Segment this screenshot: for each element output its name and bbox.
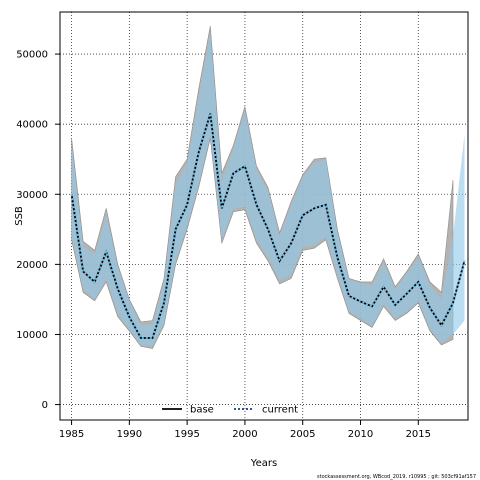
legend: base current: [162, 405, 298, 416]
plot-frame: [59, 11, 469, 421]
y-tick-label: 10000: [16, 330, 48, 341]
x-axis-title: Years: [250, 458, 277, 469]
line-current: [70, 113, 466, 339]
confidence-bands: [71, 25, 465, 349]
attribution-footnote: stockassessment.org, WBcod_2019, r10995 …: [317, 474, 476, 480]
x-axis-ticks: 1985 1990 1995 2000 2005 2010 2015: [59, 420, 431, 440]
x-tick-label: 2000: [232, 429, 257, 440]
grid-lines: [60, 12, 468, 420]
y-tick-label: 20000: [16, 260, 48, 271]
x-tick-label: 2005: [290, 429, 315, 440]
y-axis-title: SSB: [14, 206, 25, 226]
series-lines: [70, 113, 466, 339]
x-tick-label: 1985: [59, 429, 84, 440]
x-tick-label: 1990: [117, 429, 142, 440]
legend-label-current: current: [262, 405, 298, 416]
y-axis-ticks: 0 10000 20000 30000 40000 50000: [16, 50, 60, 411]
legend-label-base: base: [190, 405, 214, 416]
x-tick-label: 1995: [174, 429, 199, 440]
y-tick-label: 0: [42, 400, 48, 411]
y-tick-label: 40000: [16, 120, 48, 131]
x-tick-label: 2010: [348, 429, 373, 440]
y-tick-label: 30000: [16, 190, 48, 201]
x-tick-label: 2015: [406, 429, 431, 440]
y-tick-label: 50000: [16, 50, 48, 61]
